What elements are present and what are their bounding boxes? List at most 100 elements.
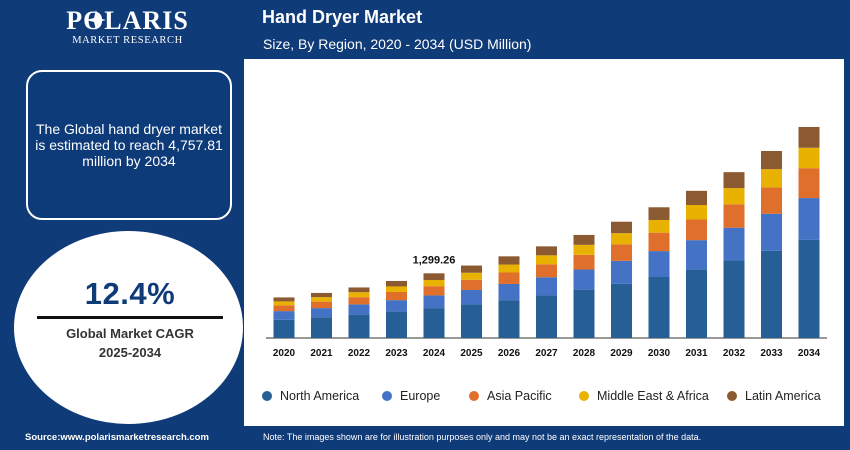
bar-2026-europe [498, 283, 520, 301]
legend-dot-icon [382, 391, 392, 401]
bar-2029-middle-east-and-africa [611, 233, 632, 245]
bar-2030-europe [648, 251, 670, 277]
brand-tagline: MARKET RESEARCH [72, 35, 183, 46]
bar-2021-europe [311, 308, 332, 318]
bar-2022-north-america [348, 314, 370, 338]
x-tick-label-2027: 2027 [535, 348, 558, 359]
bar-2026-middle-east-and-africa [498, 264, 520, 273]
bar-2022-asia-pacific [348, 297, 370, 305]
source-text: Source:www.polarismarketresearch.com [25, 432, 209, 443]
legend-dot-icon [727, 391, 737, 401]
bar-2031-asia-pacific [686, 219, 707, 241]
bar-2027-europe [536, 277, 557, 296]
bar-2028-europe [573, 269, 595, 290]
brand-logo: POLARIS MARKET RESEARCH [60, 6, 195, 46]
bar-2034-north-america [798, 239, 820, 338]
x-tick-label-2032: 2032 [723, 348, 746, 359]
bar-2029-asia-pacific [611, 244, 632, 261]
x-tick-label-2030: 2030 [648, 348, 671, 359]
legend-label: Europe [400, 389, 441, 403]
cagr-label-line1: Global Market CAGR [66, 326, 194, 341]
bar-2028-latin-america [573, 234, 595, 245]
bar-2030-middle-east-and-africa [648, 219, 670, 233]
chart-subtitle: Size, By Region, 2020 - 2034 (USD Millio… [263, 36, 532, 52]
bar-2023-north-america [386, 311, 407, 338]
bar-2025-north-america [461, 304, 482, 338]
cagr-label-line2: 2025-2034 [98, 345, 162, 360]
bar-2021-middle-east-and-africa [311, 297, 332, 302]
legend-label: Middle East & Africa [597, 389, 709, 403]
legend-item-north-america: North America [262, 389, 359, 403]
x-tick-label-2025: 2025 [460, 348, 483, 359]
legend-dot-icon [262, 391, 272, 401]
bar-2033-north-america [761, 250, 782, 338]
bar-2026-asia-pacific [498, 272, 520, 284]
bar-2032-middle-east-and-africa [723, 188, 745, 205]
bar-2020-north-america [273, 319, 295, 338]
bar-2027-latin-america [536, 246, 557, 256]
legend-item-latin-america: Latin America [727, 389, 821, 403]
bar-2033-middle-east-and-africa [761, 169, 782, 188]
x-tick-label-2029: 2029 [610, 348, 633, 359]
cagr-divider [37, 316, 223, 319]
chart-legend: North America Europe Asia Pacific Middle Ea… [262, 389, 844, 405]
bar-2029-latin-america [611, 221, 632, 234]
x-tick-label-2024: 2024 [423, 348, 446, 359]
bar-2031-latin-america [686, 190, 707, 206]
bar-2031-middle-east-and-africa [686, 205, 707, 220]
x-tick-label-2021: 2021 [310, 348, 333, 359]
bar-2026-latin-america [498, 256, 520, 265]
bar-2033-europe [761, 213, 782, 251]
bar-2023-asia-pacific [386, 291, 407, 301]
brand-name: POLARIS [66, 6, 189, 35]
stacked-bar-chart: 2020 2021 2022 2023 2024 1,299.26 2025 2026 2027… [266, 126, 827, 359]
bar-2022-latin-america [348, 287, 370, 293]
legend-label: North America [280, 389, 360, 403]
bar-2020-middle-east-and-africa [273, 301, 295, 306]
bar-2030-latin-america [648, 207, 670, 220]
bar-2031-north-america [686, 269, 707, 338]
bar-2032-asia-pacific [723, 204, 745, 228]
bar-2030-north-america [648, 276, 670, 338]
bar-2023-middle-east-and-africa [386, 286, 407, 292]
x-tick-label-2020: 2020 [273, 348, 296, 359]
bar-2032-north-america [723, 260, 745, 338]
bar-2020-asia-pacific [273, 305, 295, 312]
bar-2021-asia-pacific [311, 301, 332, 309]
bar-2031-europe [686, 240, 707, 270]
legend-dot-icon [469, 391, 479, 401]
x-tick-label-2034: 2034 [798, 348, 821, 359]
bar-2024-middle-east-and-africa [423, 279, 445, 287]
bar-2028-north-america [573, 289, 595, 338]
bar-2024-north-america [423, 308, 445, 338]
bar-2024-asia-pacific [423, 286, 445, 296]
bar-2022-middle-east-and-africa [348, 292, 370, 298]
bar-2024-latin-america [423, 273, 445, 280]
bar-2030-asia-pacific [648, 232, 670, 252]
bar-2025-asia-pacific [461, 279, 482, 290]
market-estimate-text: The Global hand dryer market is estimate… [35, 121, 223, 169]
bar-2020-europe [273, 311, 295, 320]
legend-label: Latin America [745, 389, 821, 403]
x-tick-label-2023: 2023 [385, 348, 408, 359]
chart-title: Hand Dryer Market [262, 7, 423, 27]
cagr-circle [14, 231, 243, 424]
bar-2025-europe [461, 289, 482, 305]
bar-2021-north-america [311, 317, 332, 338]
x-tick-label-2026: 2026 [498, 348, 521, 359]
bar-2028-asia-pacific [573, 254, 595, 270]
bar-2033-latin-america [761, 151, 782, 170]
bar-2027-north-america [536, 295, 557, 338]
legend-label: Asia Pacific [487, 389, 552, 403]
star-logo-icon [86, 10, 106, 30]
bar-2032-latin-america [723, 172, 745, 189]
bar-2026-north-america [498, 300, 520, 338]
bar-2029-north-america [611, 283, 632, 338]
bar-2029-europe [611, 260, 632, 284]
market-estimate-box: The Global hand dryer market is estimate… [26, 70, 232, 220]
bar-2027-asia-pacific [536, 264, 557, 278]
x-tick-label-2031: 2031 [685, 348, 708, 359]
bar-2024-europe [423, 295, 445, 309]
bar-2033-asia-pacific [761, 187, 782, 214]
bar-2034-middle-east-and-africa [798, 147, 820, 169]
